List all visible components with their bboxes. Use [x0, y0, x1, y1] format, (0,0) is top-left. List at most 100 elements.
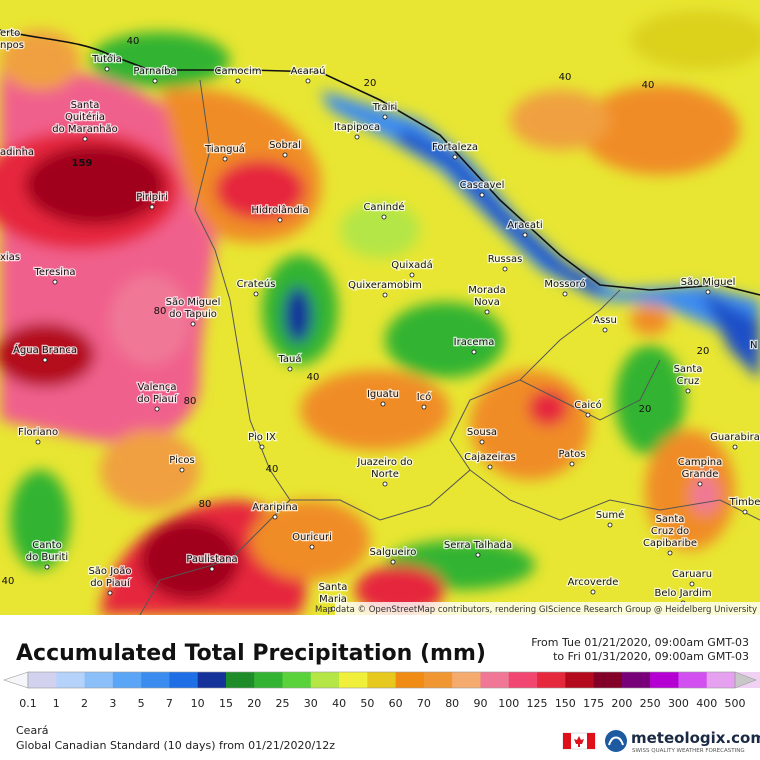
- city-label: Russas: [488, 254, 523, 265]
- city-dot: [354, 134, 360, 140]
- city-dot: [272, 514, 278, 520]
- city-dot: [484, 309, 490, 315]
- contour-label: 20: [697, 346, 710, 357]
- colorbar-tick-label: 1: [53, 697, 60, 710]
- city-dot: [282, 152, 288, 158]
- city-label: Araripina: [252, 502, 298, 513]
- city-dot: [380, 401, 386, 407]
- city-label: Cruz: [677, 376, 700, 387]
- city-dot: [732, 444, 738, 450]
- contour-label: 80: [199, 499, 212, 510]
- colorbar-swatch: [310, 672, 340, 688]
- city-dot: [104, 66, 110, 72]
- colorbar-tick-label: 400: [696, 697, 717, 710]
- colorbar-tick-label: 300: [668, 697, 689, 710]
- colorbar-tick-label: 0.1: [19, 697, 37, 710]
- city-label: Sousa: [467, 427, 497, 438]
- attribution-bar: [335, 602, 760, 615]
- city-label: Ouricuri: [292, 532, 332, 543]
- city-dot: [52, 279, 58, 285]
- city-label: Tianguá: [204, 143, 245, 155]
- city-label: Cruz do: [651, 526, 689, 537]
- contour-label: 159: [72, 158, 93, 169]
- colorbar-swatch: [84, 672, 114, 688]
- colorbar-tick-label: 20: [247, 697, 261, 710]
- state-borders: [139, 79, 760, 615]
- colorbar-tick-label: 40: [332, 697, 346, 710]
- city-label: do Piauí: [137, 393, 178, 405]
- city-dot: [277, 217, 283, 223]
- city-dot: [697, 481, 703, 487]
- edge-label: npos: [0, 40, 24, 51]
- city-label: Crateús: [237, 278, 276, 290]
- contour-label: 80: [184, 396, 197, 407]
- city-label: Canindé: [363, 201, 404, 213]
- city-label: Teresina: [33, 267, 75, 278]
- city-dot: [287, 366, 293, 372]
- coastline: [0, 29, 760, 296]
- contour-label: 40: [127, 36, 140, 47]
- colorbar-swatch: [650, 672, 679, 688]
- colorbar-tick-label: 5: [138, 697, 145, 710]
- city-label: Caicó: [574, 399, 602, 411]
- city-label: Trairi: [372, 102, 398, 113]
- contour-label: 40: [559, 72, 572, 83]
- colorbar-swatch: [169, 672, 198, 688]
- city-dot: [479, 439, 485, 445]
- colorbar-tick-label: 25: [276, 697, 290, 710]
- city-dot: [42, 357, 48, 363]
- colorbar-swatch: [282, 672, 312, 688]
- city-label: Campina: [678, 457, 722, 468]
- colorbar-tick-label: 15: [219, 697, 233, 710]
- city-dot: [259, 444, 265, 450]
- city-dot: [479, 192, 485, 198]
- city-label: Caruaru: [672, 569, 712, 580]
- city-label: Santa: [319, 582, 348, 593]
- edge-label: N: [750, 340, 757, 351]
- city-label: do Piauí: [90, 577, 131, 589]
- city-dot: [253, 291, 259, 297]
- city-dot: [487, 464, 493, 470]
- city-label: Mossoró: [544, 278, 585, 290]
- city-dot: [152, 78, 158, 84]
- city-label: Capibaribe: [643, 538, 697, 549]
- city-label: Fortaleza: [432, 142, 478, 153]
- city-label: São Miguel: [681, 277, 736, 288]
- city-label: Água Branca: [13, 343, 77, 356]
- city-label: Belo Jardim: [655, 588, 712, 599]
- city-dot: [705, 289, 711, 295]
- edge-label: xias: [0, 252, 20, 263]
- city-dot: [382, 114, 388, 120]
- contour-label: 40: [307, 372, 320, 383]
- city-label: Acaraú: [291, 65, 326, 77]
- colorbar-swatch: [197, 672, 227, 688]
- city-dot: [209, 566, 215, 572]
- city-dot: [381, 214, 387, 220]
- colorbar-tick-label: 125: [527, 697, 548, 710]
- colorbar-swatch: [706, 672, 736, 688]
- city-dot: [190, 321, 196, 327]
- city-label: Picos: [169, 455, 194, 466]
- colorbar-frame: [27, 671, 736, 689]
- colorbar-swatch: [141, 672, 170, 688]
- colorbar-swatch: [56, 672, 85, 688]
- colorbar-swatch: [395, 672, 425, 688]
- colorbar-tick-label: 60: [389, 697, 403, 710]
- city-dot: [235, 78, 241, 84]
- contour-label: 80: [154, 306, 167, 317]
- colorbar-tick-label: 3: [109, 697, 116, 710]
- colorbar-swatch: [452, 672, 481, 688]
- city-label: Sobral: [269, 140, 301, 151]
- edge-label: erto: [0, 28, 20, 39]
- city-label: Arcoverde: [568, 577, 619, 588]
- city-dot: [154, 406, 160, 412]
- colorbar-tick-label: 100: [498, 697, 519, 710]
- city-label: Quixeramobim: [348, 280, 422, 291]
- city-dot: [179, 467, 185, 473]
- colorbar-tick-label: 80: [445, 697, 459, 710]
- colorbar-swatch: [678, 672, 708, 688]
- city-dot: [475, 552, 481, 558]
